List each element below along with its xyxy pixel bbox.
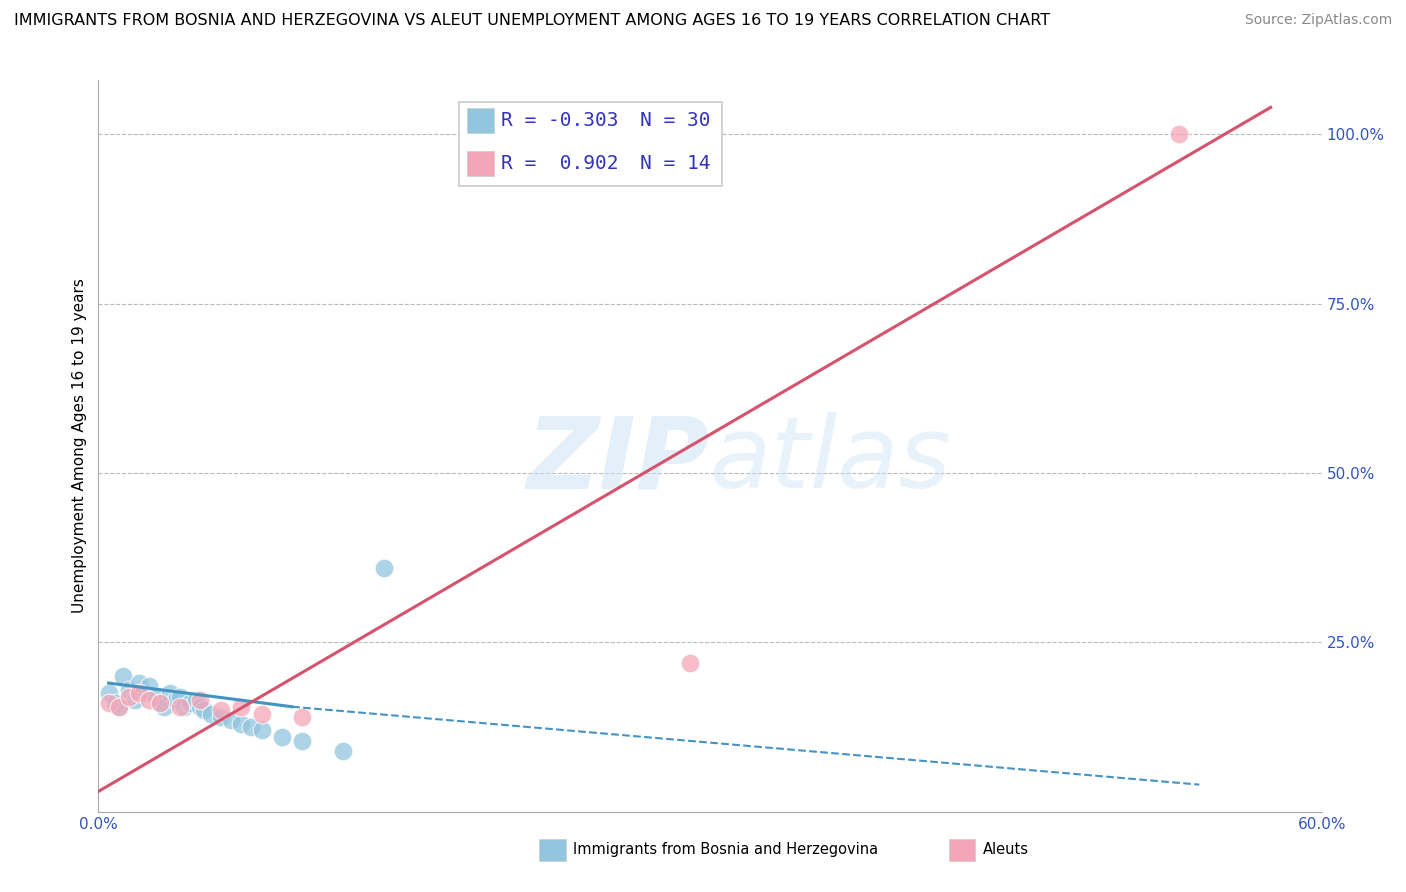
Point — [291, 733, 314, 747]
Point — [108, 699, 131, 714]
Point — [108, 699, 131, 714]
Point — [188, 699, 212, 714]
Point — [209, 710, 232, 724]
Text: atlas: atlas — [710, 412, 952, 509]
Point — [97, 697, 120, 711]
Point — [193, 703, 215, 717]
Point — [124, 693, 146, 707]
Point — [679, 656, 702, 670]
Point — [209, 703, 232, 717]
Point — [373, 561, 395, 575]
Point — [152, 699, 174, 714]
Point — [145, 690, 167, 704]
Text: R =  0.902: R = 0.902 — [501, 154, 619, 173]
Point — [270, 730, 294, 744]
Point — [138, 680, 160, 694]
Point — [332, 744, 354, 758]
Point — [138, 693, 160, 707]
Text: ZIP: ZIP — [527, 412, 710, 509]
FancyBboxPatch shape — [460, 103, 723, 186]
Point — [118, 682, 141, 697]
Point — [186, 693, 208, 707]
Point — [97, 686, 120, 700]
Point — [159, 686, 181, 700]
Point — [128, 686, 150, 700]
Point — [169, 690, 191, 704]
Point — [291, 710, 314, 724]
Point — [128, 676, 150, 690]
Text: Aleuts: Aleuts — [983, 842, 1029, 857]
FancyBboxPatch shape — [538, 838, 565, 861]
Point — [240, 720, 263, 734]
Text: N = 14: N = 14 — [640, 154, 711, 173]
Text: Immigrants from Bosnia and Herzegovina: Immigrants from Bosnia and Herzegovina — [574, 842, 879, 857]
Point — [200, 706, 222, 721]
Text: N = 30: N = 30 — [640, 112, 711, 130]
Point — [219, 714, 242, 728]
Point — [169, 699, 191, 714]
Point — [179, 697, 201, 711]
Point — [250, 723, 273, 738]
Text: R = -0.303: R = -0.303 — [501, 112, 619, 130]
Text: Source: ZipAtlas.com: Source: ZipAtlas.com — [1244, 13, 1392, 28]
Point — [250, 706, 273, 721]
Point — [173, 699, 195, 714]
Point — [231, 716, 253, 731]
Point — [149, 697, 172, 711]
FancyBboxPatch shape — [467, 109, 494, 133]
Point — [149, 697, 172, 711]
Point — [188, 693, 212, 707]
Point — [165, 693, 187, 707]
Point — [104, 697, 127, 711]
Point — [118, 690, 141, 704]
FancyBboxPatch shape — [467, 152, 494, 177]
Text: IMMIGRANTS FROM BOSNIA AND HERZEGOVINA VS ALEUT UNEMPLOYMENT AMONG AGES 16 TO 19: IMMIGRANTS FROM BOSNIA AND HERZEGOVINA V… — [14, 13, 1050, 29]
Point — [111, 669, 134, 683]
Y-axis label: Unemployment Among Ages 16 to 19 years: Unemployment Among Ages 16 to 19 years — [72, 278, 87, 614]
Point — [1167, 128, 1189, 142]
FancyBboxPatch shape — [949, 838, 976, 861]
Point — [132, 686, 155, 700]
Point — [231, 699, 253, 714]
